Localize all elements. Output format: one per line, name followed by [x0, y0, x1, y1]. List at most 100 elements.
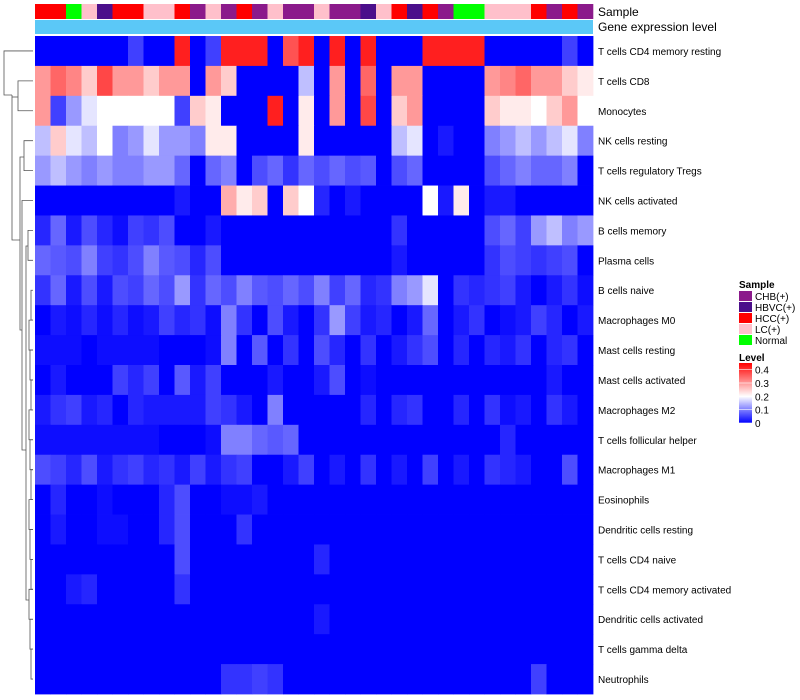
heatmap-cell — [515, 275, 532, 306]
heatmap-cell — [159, 664, 175, 695]
heatmap-cell — [546, 215, 563, 246]
heatmap-cell — [453, 574, 470, 605]
heatmap-cell — [329, 125, 346, 157]
heatmap-cell — [236, 544, 253, 575]
dendrogram-branch — [21, 200, 33, 451]
heatmap-cell — [298, 305, 315, 336]
heatmap-cell — [174, 634, 191, 665]
heatmap-cell — [298, 95, 315, 127]
heatmap-cell — [221, 36, 237, 67]
heatmap-cell — [128, 215, 144, 246]
heatmap-cell — [453, 305, 470, 336]
heatmap-cell — [500, 454, 516, 486]
heatmap-cell — [159, 36, 175, 67]
heatmap-cell — [469, 245, 485, 276]
heatmap-cell — [50, 484, 67, 515]
heatmap-cell — [298, 155, 315, 186]
heatmap-cell — [500, 95, 516, 127]
heatmap-cell — [376, 544, 392, 575]
heatmap-cell — [577, 65, 594, 97]
heatmap-cell — [174, 36, 191, 67]
heatmap-cell — [190, 65, 206, 97]
heatmap-cell — [376, 574, 392, 605]
heatmap-cell — [35, 65, 51, 97]
dendrogram-branch — [29, 349, 33, 381]
heatmap-cell — [267, 544, 284, 575]
heatmap-cell — [469, 365, 485, 396]
heatmap-cell — [422, 604, 439, 635]
heatmap-cell — [391, 394, 408, 426]
heatmap-cell — [112, 65, 129, 97]
dendrogram-branch — [19, 156, 24, 331]
heatmap-cell — [484, 335, 501, 366]
heatmap-cell — [190, 305, 206, 336]
heatmap-cell — [205, 36, 222, 67]
heatmap-cell — [267, 335, 284, 366]
heatmap-cell — [376, 365, 392, 396]
dendrogram-branch — [28, 588, 33, 620]
heatmap-cell — [314, 185, 330, 216]
heatmap-cell — [236, 454, 253, 486]
heatmap-cell — [252, 305, 268, 336]
heatmap-cell — [531, 454, 547, 486]
heatmap-cell — [143, 514, 160, 545]
heatmap-cell — [298, 365, 315, 396]
heatmap-cell — [546, 454, 563, 486]
heatmap-cell — [562, 245, 578, 276]
heatmap-cell — [577, 634, 594, 665]
heatmap-cell — [577, 305, 594, 336]
heatmap-cell — [484, 275, 501, 306]
heatmap-cell — [500, 155, 516, 186]
heatmap-cell — [407, 514, 423, 545]
dendrogram-branch — [30, 289, 33, 321]
dendrogram-branch — [30, 648, 33, 680]
heatmap-cell — [422, 484, 439, 515]
heatmap-cell — [577, 365, 594, 396]
heatmap-cell — [407, 185, 423, 216]
heatmap-cell — [205, 215, 222, 246]
heatmap-cell — [159, 514, 175, 545]
heatmap-cell — [190, 634, 206, 665]
heatmap-cell — [407, 604, 423, 635]
heatmap-cell — [360, 365, 377, 396]
heatmap-cell — [469, 394, 485, 426]
row-label: Macrophages M2 — [598, 406, 676, 417]
heatmap-cell — [112, 514, 129, 545]
heatmap-cell — [360, 95, 377, 127]
heatmap-cell — [267, 125, 284, 157]
heatmap-cell — [66, 634, 82, 665]
sample-annotation-cell — [500, 4, 516, 19]
heatmap-cell — [329, 185, 346, 216]
heatmap-cell — [562, 484, 578, 515]
heatmap-cell — [159, 215, 175, 246]
heatmap-cell — [546, 664, 563, 695]
heatmap-cell — [515, 604, 532, 635]
row-label: NK cells activated — [598, 197, 677, 208]
heatmap-cell — [438, 215, 454, 246]
heatmap-cell — [469, 544, 485, 575]
heatmap-cell — [562, 544, 578, 575]
heatmap-cell — [298, 185, 315, 216]
heatmap-cell — [252, 634, 268, 665]
legend: Sample CHB(+)HBVC(+)HCC(+)LC(+)Normal Le… — [739, 280, 795, 430]
heatmap-cell — [66, 125, 82, 157]
heatmap-cell — [391, 484, 408, 515]
heatmap-cell — [50, 125, 67, 157]
heatmap-cell — [283, 95, 299, 127]
heatmap-cell — [174, 574, 191, 605]
sample-annotation-cell — [283, 4, 299, 19]
heatmap-cell — [407, 484, 423, 515]
heatmap-cell — [314, 394, 330, 426]
heatmap-cell — [329, 574, 346, 605]
heatmap-cell — [562, 215, 578, 246]
heatmap-cell — [500, 394, 516, 426]
dendrogram-branch — [11, 95, 20, 241]
heatmap-cell — [97, 484, 113, 515]
heatmap-cell — [329, 664, 346, 695]
heatmap-cell — [515, 484, 532, 515]
heatmap-cell — [50, 245, 67, 276]
heatmap-cell — [174, 454, 191, 486]
heatmap-cell — [422, 664, 439, 695]
heatmap-cell — [391, 454, 408, 486]
heatmap-cell — [314, 365, 330, 396]
